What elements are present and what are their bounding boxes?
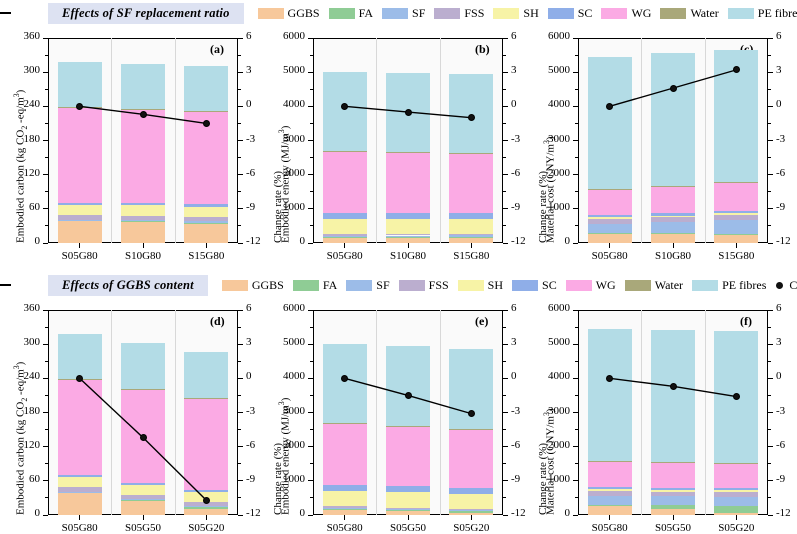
legend-item-pe-fibres[interactable]: PE fibres [692,278,766,293]
change-rate-marker[interactable] [76,103,83,110]
legend-swatch-fss [434,8,460,19]
chart-panel-a: (a)Embodied carbon (kg CO2 -eq/m3)Change… [0,26,265,261]
legend-label: SF [376,278,389,293]
legend-label: GGBS [252,278,284,293]
change-rate-overlay [530,298,795,533]
change-rate-line-icon [775,282,784,289]
legend-item-fa[interactable]: FA [293,278,337,293]
change-rate-marker[interactable] [733,393,740,400]
legend-item-sc[interactable]: SC [512,278,557,293]
legend-swatch-fa [293,280,319,291]
legend-swatch-fa [329,8,355,19]
legend-items-bottom: GGBS FA SF FSS SH SC WG Water PE fibres Change ra… [222,278,797,293]
legend-item-water[interactable]: Water [625,278,683,293]
legend-item-sh[interactable]: SH [458,278,503,293]
legend-label: PE fibres [758,6,797,21]
legend-label: SF [412,6,425,21]
change-rate-marker[interactable] [405,109,412,116]
legend-swatch-ggbs [258,8,284,19]
legend-swatch-sf [382,8,408,19]
legend-swatch-sc [512,280,538,291]
change-rate-marker[interactable] [670,85,677,92]
legend-swatch-sc [548,8,574,19]
legend-label: WG [631,6,651,21]
legend-item-pe-fibres[interactable]: PE fibres [728,6,797,21]
legend-swatch-fss [399,280,425,291]
change-rate-marker[interactable] [203,497,210,504]
legend-item-wg[interactable]: WG [601,6,651,21]
legend-swatch-water [660,8,686,19]
legend-item-wg[interactable]: WG [566,278,616,293]
legend-label: SH [523,6,538,21]
legend-item-ggbs[interactable]: GGBS [258,6,320,21]
legend-label: Change rate [789,278,797,293]
change-rate-overlay [0,26,265,261]
legend-swatch-wg [566,280,592,291]
legend-swatch-water [625,280,651,291]
legend-label: Water [690,6,718,21]
change-rate-marker[interactable] [203,120,210,127]
change-rate-overlay [0,298,265,533]
legend-item-fa[interactable]: FA [329,6,373,21]
change-rate-marker[interactable] [606,103,613,110]
legend-label: FA [323,278,337,293]
legend-label: GGBS [288,6,320,21]
legend-swatch-sh [493,8,519,19]
banner-ggbs-content: Effects of GGBS content [48,275,208,296]
chart-panel-c: (c)Material cost (CNY/m3)Change rate (%)… [530,26,795,261]
banner-sf-replacement: Effects of SF replacement ratio [48,3,244,24]
change-rate-marker[interactable] [606,375,613,382]
change-rate-marker[interactable] [670,383,677,390]
change-rate-marker[interactable] [341,375,348,382]
change-rate-marker[interactable] [468,114,475,121]
change-rate-marker[interactable] [405,392,412,399]
legend-label: Water [655,278,683,293]
change-rate-marker[interactable] [140,111,147,118]
legend-label: SC [542,278,557,293]
legend-label: PE fibres [722,278,766,293]
legend-label: FSS [464,6,484,21]
change-rate-overlay [265,298,530,533]
legend-item-sh[interactable]: SH [493,6,538,21]
legend-swatch-pe-fibres [692,280,718,291]
legend-swatch-pe-fibres [728,8,754,19]
legend-swatch-wg [601,8,627,19]
legend-item-sc[interactable]: SC [548,6,593,21]
legend-item-sf[interactable]: SF [346,278,389,293]
legend-item-water[interactable]: Water [660,6,718,21]
change-rate-marker[interactable] [76,375,83,382]
legend-label: FSS [429,278,449,293]
change-rate-overlay [265,26,530,261]
chart-panel-d: (d)Embodied carbon (kg CO2 -eq/m3)Change… [0,298,265,533]
change-rate-marker[interactable] [468,410,475,417]
legend-label: WG [596,278,616,293]
legend-row-top: Effects of SF replacement ratio GGBS FA SF… [0,0,797,26]
chart-panel-b: (b)Embodied energy (MJ/m3)Change rate (%… [265,26,530,261]
legend-item-fss[interactable]: FSS [434,6,484,21]
legend-swatch-sh [458,280,484,291]
legend-item-change-rate[interactable]: Change rate [775,278,797,293]
change-rate-marker[interactable] [341,103,348,110]
legend-label: FA [359,6,373,21]
chart-panel-f: (f)Material cost (CNY/m3)Change rate (%)… [530,298,795,533]
legend-item-fss[interactable]: FSS [399,278,449,293]
legend-item-sf[interactable]: SF [382,6,425,21]
legend-swatch-ggbs [222,280,248,291]
legend-label: SH [488,278,503,293]
change-rate-marker[interactable] [140,434,147,441]
legend-label: SC [578,6,593,21]
legend-item-ggbs[interactable]: GGBS [222,278,284,293]
change-rate-overlay [530,26,795,261]
chart-panel-e: (e)Embodied energy (MJ/m3)Change rate (%… [265,298,530,533]
legend-row-bottom: Effects of GGBS content GGBS FA SF FSS SH SC W… [0,272,797,298]
legend-swatch-sf [346,280,372,291]
